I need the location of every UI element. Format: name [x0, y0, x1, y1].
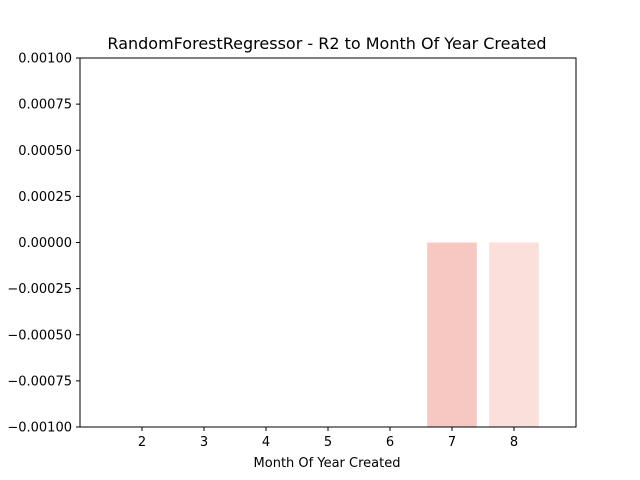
y-tick-label: 0.00050 [18, 144, 72, 159]
x-axis-label: Month Of Year Created [254, 456, 401, 471]
bar-month-7 [427, 242, 477, 427]
x-tick-label: 4 [262, 435, 270, 450]
bar-month-8 [489, 242, 539, 427]
chart-title: RandomForestRegressor - R2 to Month Of Y… [107, 34, 546, 53]
y-tick-label: −0.00025 [7, 282, 72, 297]
bars-group [427, 242, 539, 427]
x-tick-label: 5 [324, 435, 332, 450]
x-tick-label: 7 [448, 435, 456, 450]
x-axis-ticks: 2 3 4 5 6 7 8 [138, 427, 518, 450]
plot-area-frame [79, 57, 577, 428]
y-axis-ticks: −0.00100 −0.00075 −0.00050 −0.00025 0.00000 0… [7, 52, 80, 436]
y-tick-label: 0.00100 [18, 52, 72, 67]
y-tick-label: 0.00075 [18, 98, 72, 113]
x-tick-label: 8 [510, 435, 518, 450]
y-tick-label: −0.00050 [7, 328, 72, 343]
y-tick-label: −0.00075 [7, 374, 72, 389]
y-tick-label: 0.00000 [18, 236, 72, 251]
y-tick-label: 0.00025 [18, 190, 72, 205]
x-tick-label: 6 [386, 435, 394, 450]
x-tick-label: 3 [200, 435, 208, 450]
x-tick-label: 2 [138, 435, 146, 450]
y-tick-label: −0.00100 [7, 421, 72, 436]
